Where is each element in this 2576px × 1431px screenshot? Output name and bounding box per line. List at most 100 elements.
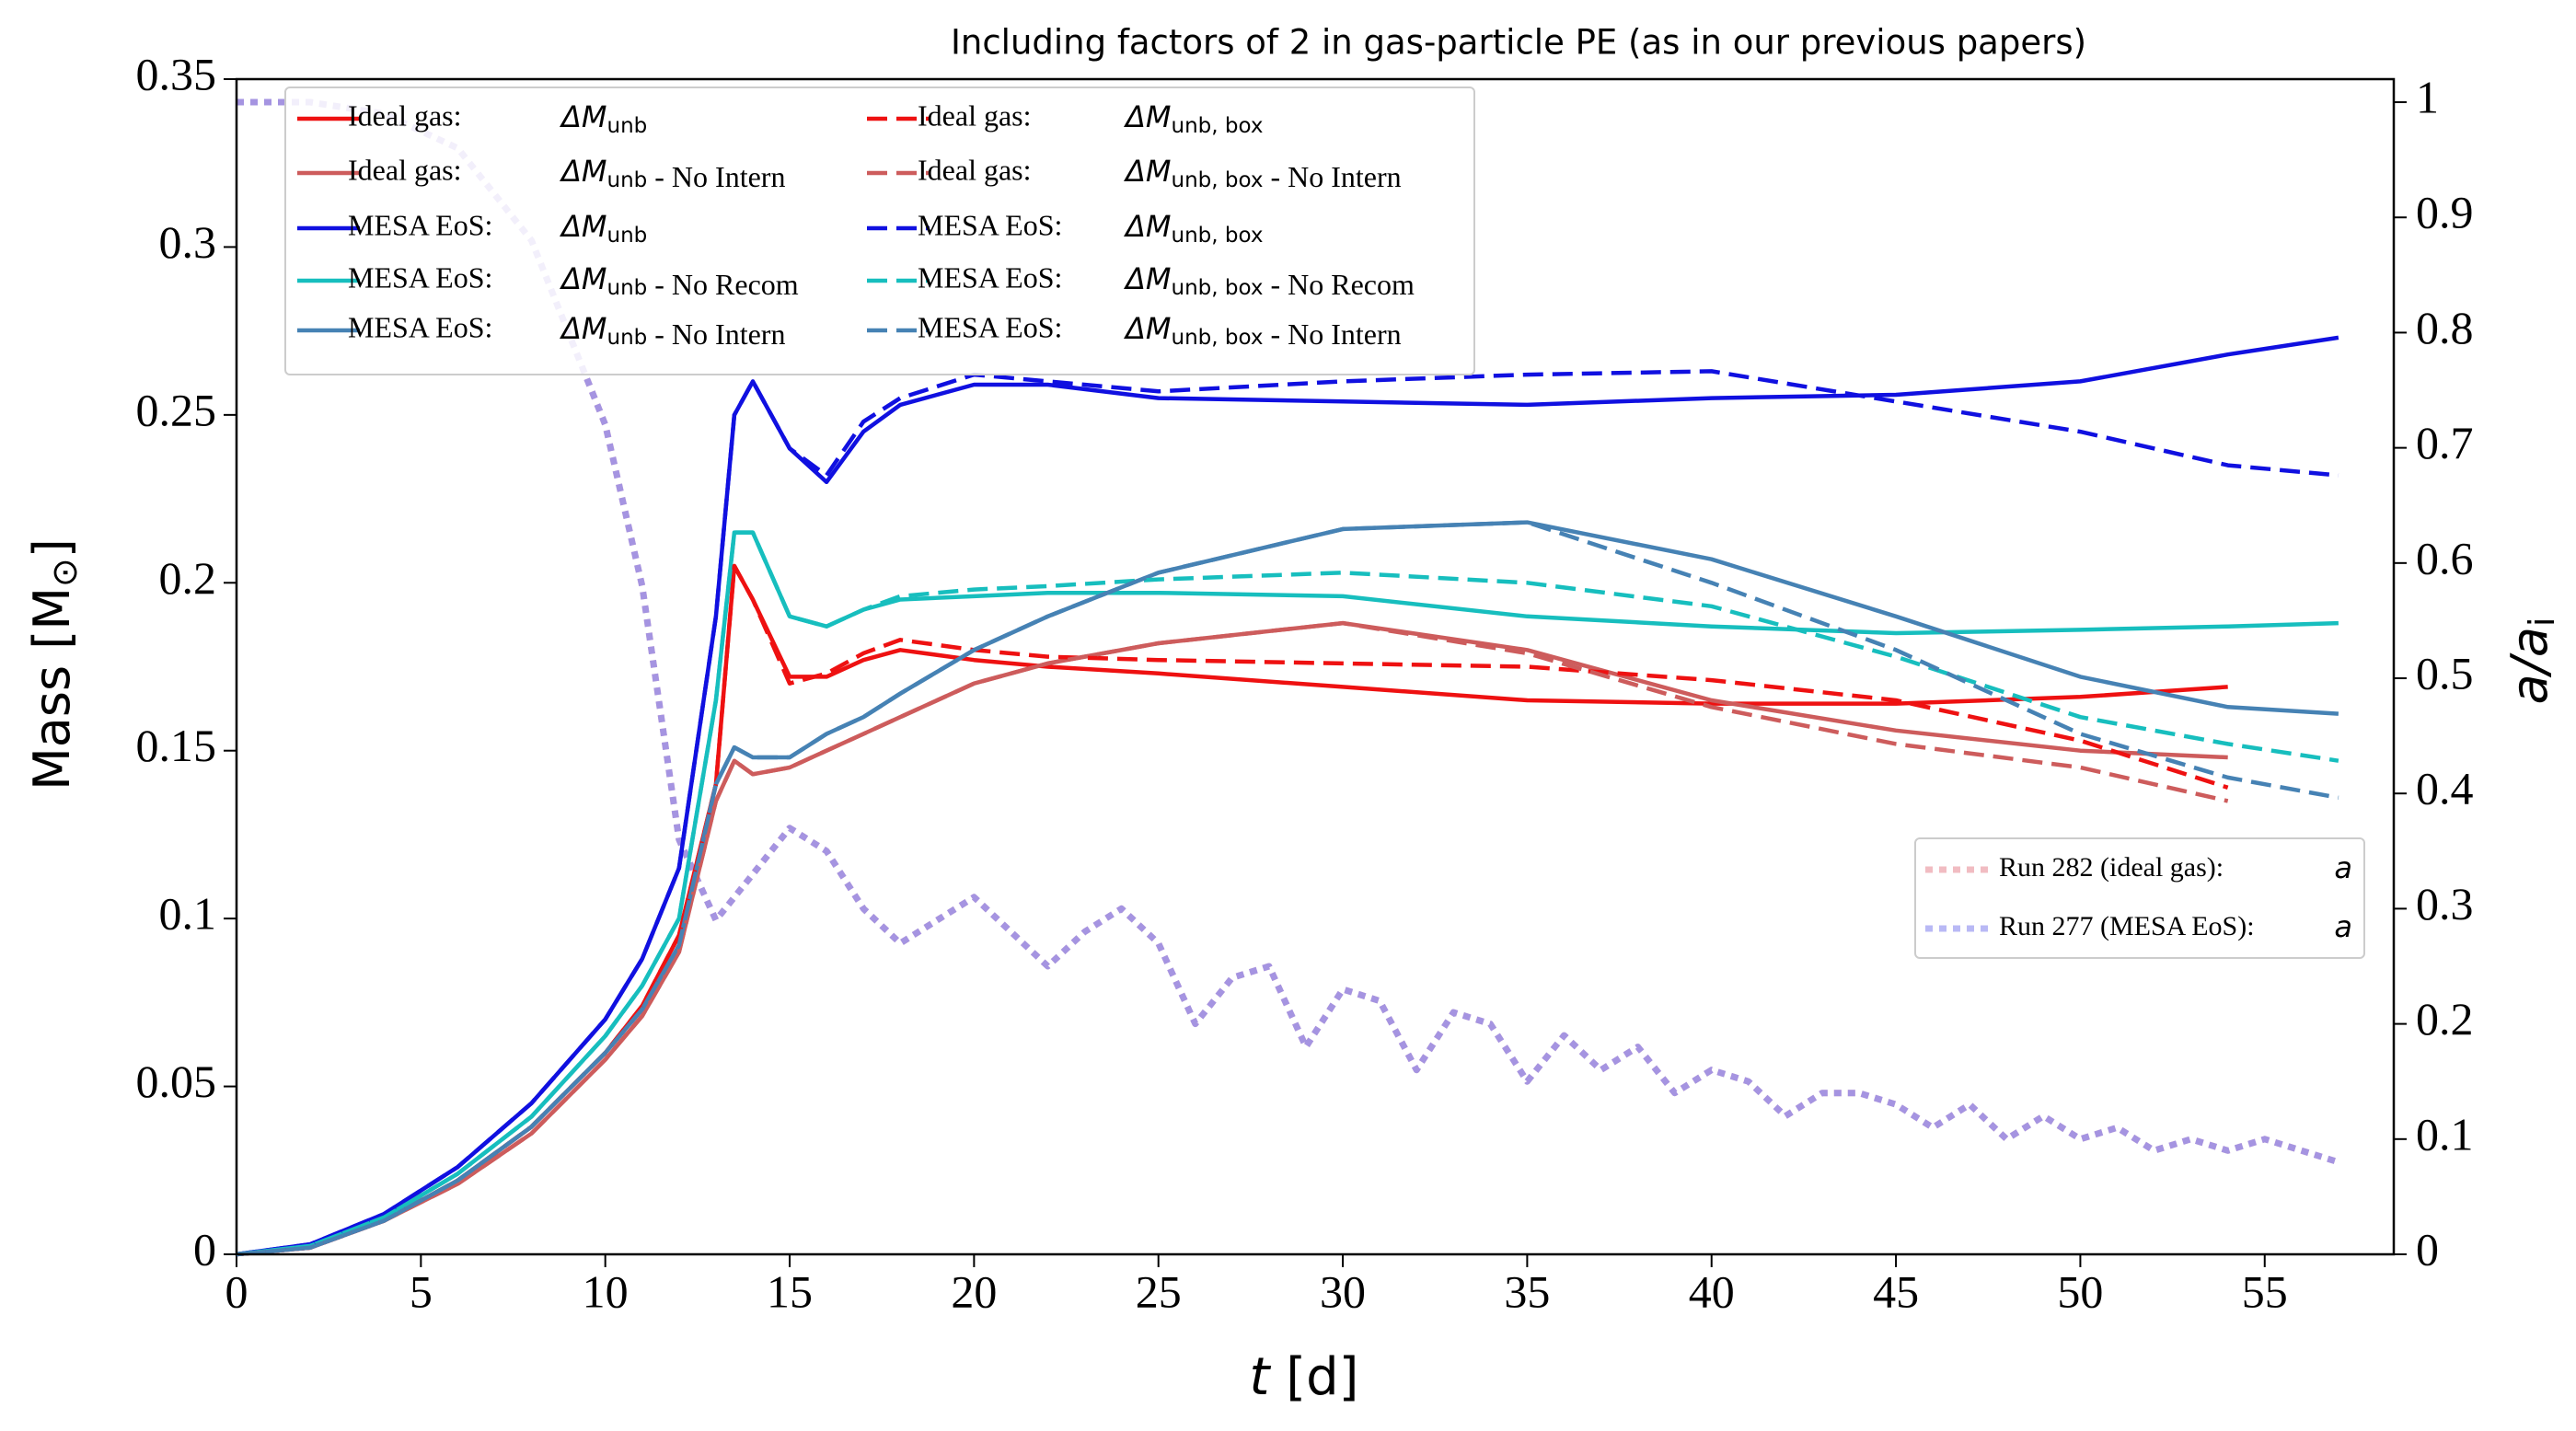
y2-tick-label: 0.1 [2416, 1108, 2474, 1160]
legend-symbol: a [2334, 909, 2352, 944]
y2-tick-label: 0.8 [2416, 302, 2474, 353]
legend-label: MESA EoS: [348, 208, 492, 241]
legend-label: Ideal gas: [918, 98, 1032, 132]
legend-label: MESA EoS: [918, 208, 1062, 241]
legend-symbol: ΔM [1123, 154, 1172, 189]
legend-suffix: - No Intern [647, 317, 785, 351]
legend-subscript: unb, box [1172, 326, 1264, 350]
y-axis-label: Mass [M⊙] [23, 538, 85, 791]
legend-symbol: ΔM [1123, 261, 1172, 296]
legend-symbol: ΔM [1123, 311, 1172, 346]
y-tick-label: 0.1 [159, 888, 217, 940]
legend-math: ΔMunb [559, 209, 647, 248]
legend-box [284, 87, 1475, 375]
y-label-close: ] [23, 538, 81, 558]
legend-symbol: ΔM [559, 154, 607, 189]
y2-tick-label: 0 [2416, 1223, 2439, 1275]
x-tick-label: 15 [767, 1265, 813, 1317]
chart-title: Including factors of 2 in gas-particle P… [951, 23, 2086, 63]
legend-math: ΔMunb, box - No Recom [1123, 261, 1415, 301]
x-tick-label: 30 [1320, 1265, 1366, 1317]
y-tick-label: 0 [193, 1223, 216, 1275]
plot-frame [235, 77, 2396, 1256]
legend-label: MESA EoS: [918, 260, 1062, 294]
y2-label-text: a/a [2501, 627, 2559, 704]
x-tick-label: 20 [951, 1265, 997, 1317]
legend-label: MESA EoS: [348, 310, 492, 343]
y2-tick-label: 0.9 [2416, 187, 2474, 238]
legend-suffix: - No Intern [647, 160, 785, 193]
series-line [236, 335, 2339, 1257]
legend-suffix: - No Recom [1263, 268, 1415, 301]
legend-subscript: unb [607, 224, 648, 248]
legend-suffix: - No Intern [1263, 317, 1401, 351]
x-tick-label: 50 [2057, 1265, 2103, 1317]
y2-tick-label: 0.6 [2416, 532, 2474, 583]
legend-symbol: ΔM [1123, 99, 1172, 134]
x-tick-label: 45 [1873, 1265, 1919, 1317]
legend-math: ΔMunb - No Recom [559, 261, 799, 301]
x-label-symbol: t [1249, 1347, 1271, 1407]
y-tick-label: 0.2 [159, 552, 217, 604]
legend-symbol: ΔM [559, 99, 607, 134]
legend-suffix: - No Recom [647, 268, 799, 301]
x-tick-label: 55 [2242, 1265, 2288, 1317]
y2-axis-label: a/ai [2501, 617, 2562, 705]
legend-label: Ideal gas: [348, 153, 462, 186]
x-axis-label: t [d] [1249, 1347, 1358, 1407]
y-tick-label: 0.25 [136, 384, 217, 435]
legend-subscript: unb, box [1172, 224, 1264, 248]
legend-subscript: unb [607, 114, 648, 138]
y2-tick-label: 0.4 [2416, 763, 2474, 814]
series-line [236, 530, 2339, 1257]
legend-symbol: ΔM [559, 311, 607, 346]
legend-symbol: ΔM [559, 261, 607, 296]
series-line [236, 369, 2339, 1257]
y-tick-label: 0.15 [136, 720, 217, 771]
legend-label: Run 282 (ideal gas): [1999, 852, 2224, 883]
legend-box [1914, 837, 2365, 959]
series-line [237, 98, 2339, 1166]
legend-label: Run 277 (MESA EoS): [1999, 911, 2255, 941]
legend-math: ΔMunb, box [1123, 99, 1263, 138]
x-tick-label: 0 [225, 1265, 248, 1317]
y-tick-label: 0.35 [136, 48, 217, 99]
series-line [236, 620, 2229, 1257]
legend-label: MESA EoS: [348, 260, 492, 294]
legend-symbol: ΔM [1123, 209, 1172, 244]
x-tick-label: 10 [583, 1265, 629, 1317]
y2-tick-label: 0.3 [2416, 878, 2474, 929]
x-tick-label: 5 [410, 1265, 433, 1317]
legend-math: ΔMunb, box [1123, 209, 1263, 248]
y-label-text: Mass [M [23, 587, 81, 791]
x-tick-label: 25 [1136, 1265, 1182, 1317]
legend-math: ΔMunb - No Intern [559, 154, 785, 193]
y2-tick-label: 0.5 [2416, 647, 2474, 698]
legend-math: ΔMunb - No Intern [559, 311, 785, 351]
legend-label: MESA EoS: [918, 310, 1062, 343]
x-tick-label: 40 [1689, 1265, 1735, 1317]
y-label-sun: ⊙ [44, 558, 85, 587]
legend-math: ΔMunb [559, 99, 647, 138]
y2-tick-label: 0.7 [2416, 417, 2474, 468]
y-tick-label: 0.05 [136, 1056, 217, 1107]
y-tick-label: 0.3 [159, 216, 217, 268]
legend-subscript: unb [607, 168, 648, 192]
legend-label: Ideal gas: [348, 98, 462, 132]
legend-math: ΔMunb, box - No Intern [1123, 154, 1402, 193]
legend-symbol: a [2334, 850, 2352, 885]
y2-tick-label: 0.2 [2416, 993, 2474, 1044]
legend-subscript: unb, box [1172, 276, 1264, 300]
series-line [236, 520, 2339, 1257]
legend-suffix: - No Intern [1263, 160, 1401, 193]
legend-symbol: ΔM [559, 209, 607, 244]
legend-label: Ideal gas: [918, 153, 1032, 186]
y2-tick-label: 1 [2416, 72, 2439, 123]
y2-label-sub: i [2522, 617, 2562, 628]
legend-subscript: unb [607, 276, 648, 300]
legend-subscript: unb, box [1172, 114, 1264, 138]
x-tick-label: 35 [1504, 1265, 1550, 1317]
legend-math: ΔMunb, box - No Intern [1123, 311, 1402, 351]
